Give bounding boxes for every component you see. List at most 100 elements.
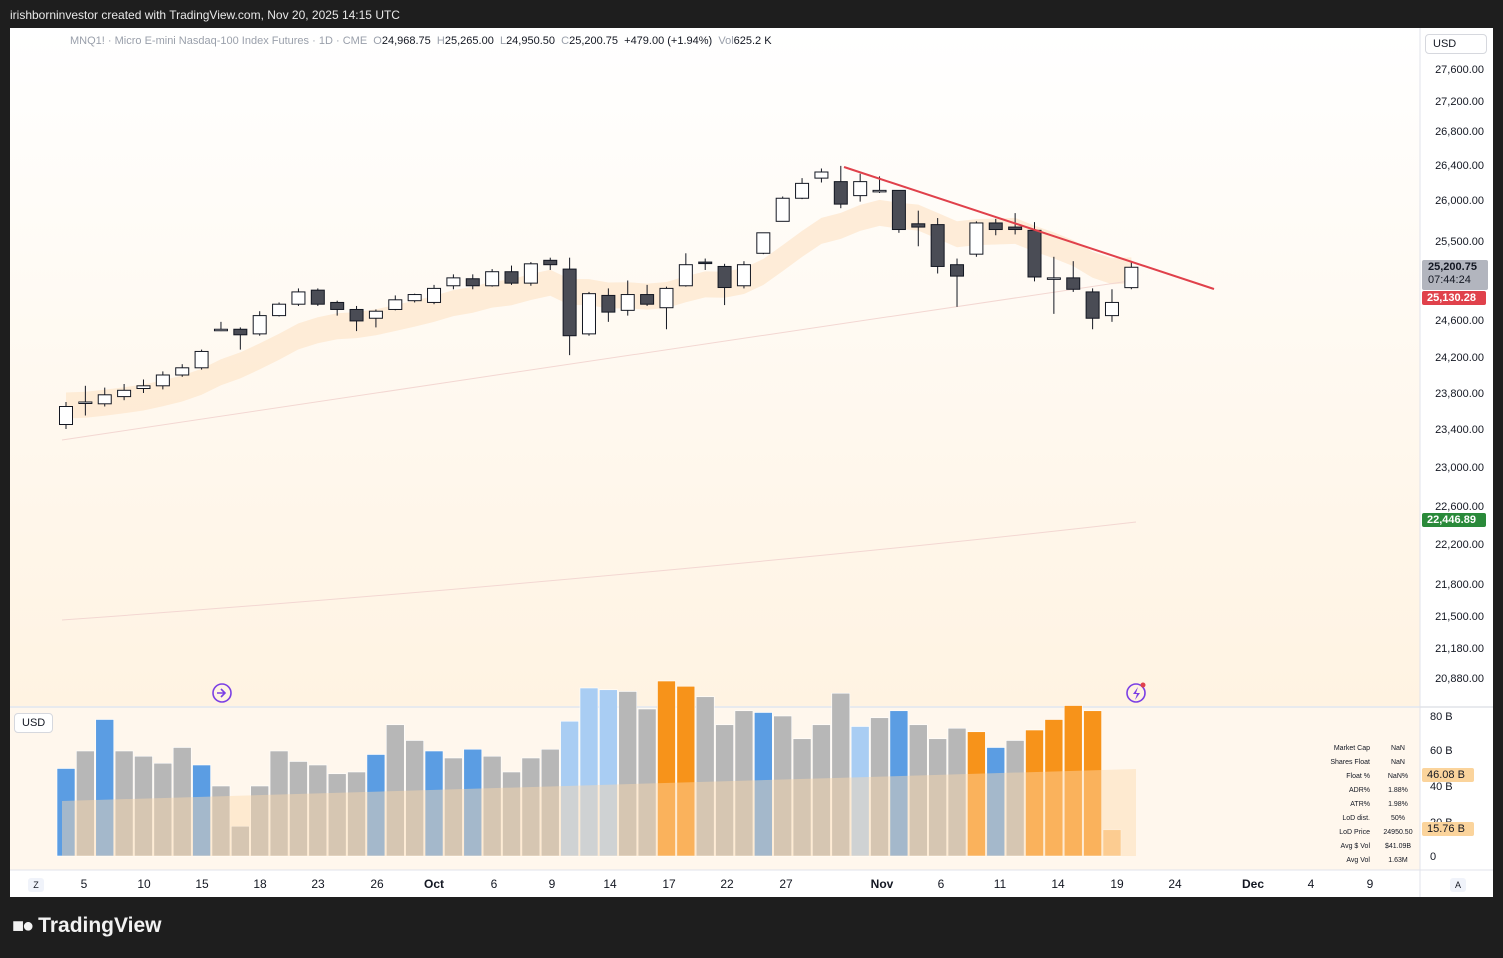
volume-bar	[385, 724, 405, 857]
candle	[911, 210, 926, 247]
candle-body	[1008, 226, 1023, 231]
auto-scale-z-button[interactable]: Z	[28, 878, 44, 892]
candle	[368, 309, 383, 328]
legend-interval[interactable]: 1D	[318, 35, 333, 47]
time-tick-label: 14	[603, 877, 617, 891]
candle	[543, 257, 558, 270]
volume-bar	[754, 712, 773, 857]
last-price-tag: 25,200.75 07:44:24	[1422, 260, 1488, 290]
time-tick-label: 9	[1367, 877, 1374, 891]
time-tick-label: 4	[1308, 877, 1315, 891]
stats-row: LoD Price 24950.50	[1318, 825, 1418, 839]
time-tick-label: 19	[1110, 877, 1124, 891]
price-axis[interactable]: 27,600.00 27,200.00 26,800.00 26,400.00 26,0…	[1435, 64, 1484, 685]
brand-name: TradingView	[38, 914, 162, 937]
volume-bar	[657, 680, 676, 857]
candle-body	[213, 328, 228, 332]
time-tick-label: 15	[195, 877, 209, 891]
candle-body	[252, 315, 267, 335]
candle-body	[136, 385, 151, 389]
candle-body	[717, 265, 732, 289]
volume-bar	[1102, 829, 1122, 857]
volume-bar	[482, 755, 502, 857]
candle	[1085, 288, 1100, 330]
candle	[446, 274, 461, 290]
auto-scale-a-button[interactable]: A	[1450, 878, 1466, 892]
stats-key: ADR%	[1348, 786, 1370, 794]
volume-axis[interactable]: 80 B60 B40 B20 B0	[1430, 711, 1453, 863]
price-tick-label: 23,400.00	[1435, 424, 1484, 436]
candle-body	[291, 291, 306, 305]
legend-symbol[interactable]: MNQ1!	[70, 35, 105, 47]
legend-open-label: O	[373, 35, 382, 47]
trendline[interactable]	[843, 166, 1215, 290]
avg-volume-area	[62, 769, 1136, 856]
legend-sep: ·	[335, 35, 340, 47]
attribution-text: irishborninvestor created with TradingVi…	[10, 8, 400, 22]
candle	[1046, 256, 1061, 314]
avg-volume-tag: 46.08 B	[1422, 768, 1474, 782]
legend-close-label: C	[561, 35, 570, 47]
lightning-alert-icon[interactable]	[1126, 682, 1146, 703]
tv-logo-icon: ■●	[12, 914, 34, 937]
volume-bars	[56, 680, 1136, 857]
time-tick-label: 9	[549, 877, 556, 891]
ema-band	[66, 199, 1132, 419]
candle	[717, 263, 732, 306]
candle-body	[523, 263, 538, 284]
volume-bar	[211, 785, 231, 857]
volume-bar	[773, 715, 792, 857]
candle	[833, 165, 848, 209]
stats-table: Market Cap NaN Shares Float NaN Float % NaN% A…	[1318, 741, 1418, 867]
candle-body	[97, 394, 112, 405]
volume-currency-button[interactable]: USD	[14, 713, 54, 733]
candle	[814, 168, 829, 183]
candle-body	[678, 264, 693, 287]
legend-vol-label: Vol	[718, 35, 734, 47]
candle	[252, 311, 267, 336]
candle-body	[1104, 301, 1119, 317]
candle-body	[736, 264, 751, 287]
legend-ohlc[interactable]: MNQ1! · Micro E-mini Nasdaq-100 Index Fu…	[70, 35, 772, 47]
candle	[155, 371, 170, 390]
candle-body	[1124, 266, 1139, 289]
replay-icon[interactable]	[212, 683, 232, 703]
candle-body	[368, 310, 383, 319]
legend-sep: ·	[107, 35, 112, 47]
ma-100-line	[61, 279, 1137, 441]
candle-body	[620, 294, 635, 311]
candle-body	[601, 294, 616, 313]
volume-bar	[444, 757, 463, 857]
volume-bar	[908, 724, 928, 857]
candle	[1066, 261, 1081, 292]
candle	[698, 258, 713, 270]
candle-body	[950, 264, 965, 277]
stats-value: NaN%	[1387, 772, 1409, 780]
candle	[853, 173, 868, 202]
chart-frame[interactable]: 27,600.00 27,200.00 26,800.00 26,400.00 26,0…	[10, 28, 1493, 897]
candle	[678, 253, 693, 287]
volume-tick-label: 80 B	[1430, 711, 1453, 723]
candle	[504, 265, 519, 285]
green-price-tag: 22,446.89	[1422, 513, 1486, 527]
price-tick-label: 26,000.00	[1435, 195, 1484, 207]
volume-bar	[424, 750, 444, 857]
candle-body	[1046, 277, 1061, 280]
candle	[136, 379, 151, 393]
stats-row: LoD dist. 50%	[1318, 811, 1418, 825]
time-tick-label: 6	[491, 877, 498, 891]
stats-row: ATR% 1.98%	[1318, 797, 1418, 811]
currency-button[interactable]: USD	[1425, 34, 1487, 54]
legend-low-label: L	[499, 35, 507, 47]
volume-bar	[676, 685, 696, 857]
time-axis[interactable]: 5 10 15 18 23 26 Oct 6 9 14 17 22 27 Nov 6 11 14 19 24 Dec 4…	[81, 877, 1374, 891]
tradingview-logo[interactable]: ■● TradingView	[12, 914, 162, 938]
stats-value: 1.88%	[1388, 786, 1408, 794]
volume-bar	[308, 764, 328, 857]
chart-svg[interactable]: 27,600.00 27,200.00 26,800.00 26,400.00 26,0…	[10, 28, 1493, 897]
price-tick-label: 27,600.00	[1435, 64, 1484, 76]
stats-value: NaN	[1390, 758, 1405, 766]
legend-low: 24,950.50	[506, 35, 555, 47]
stats-key: Shares Float	[1330, 758, 1370, 766]
candle	[388, 295, 403, 311]
